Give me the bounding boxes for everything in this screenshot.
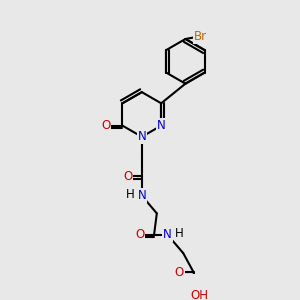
Text: Br: Br [194, 30, 207, 43]
Text: N: N [163, 228, 172, 241]
Text: O: O [101, 119, 110, 132]
Text: O: O [175, 266, 184, 279]
Text: N: N [157, 119, 166, 132]
Text: O: O [135, 228, 145, 241]
Text: N: N [137, 189, 146, 202]
Text: O: O [123, 169, 132, 182]
Text: H: H [175, 227, 184, 240]
Text: N: N [137, 130, 146, 143]
Text: OH: OH [190, 289, 208, 300]
Text: H: H [126, 188, 135, 201]
